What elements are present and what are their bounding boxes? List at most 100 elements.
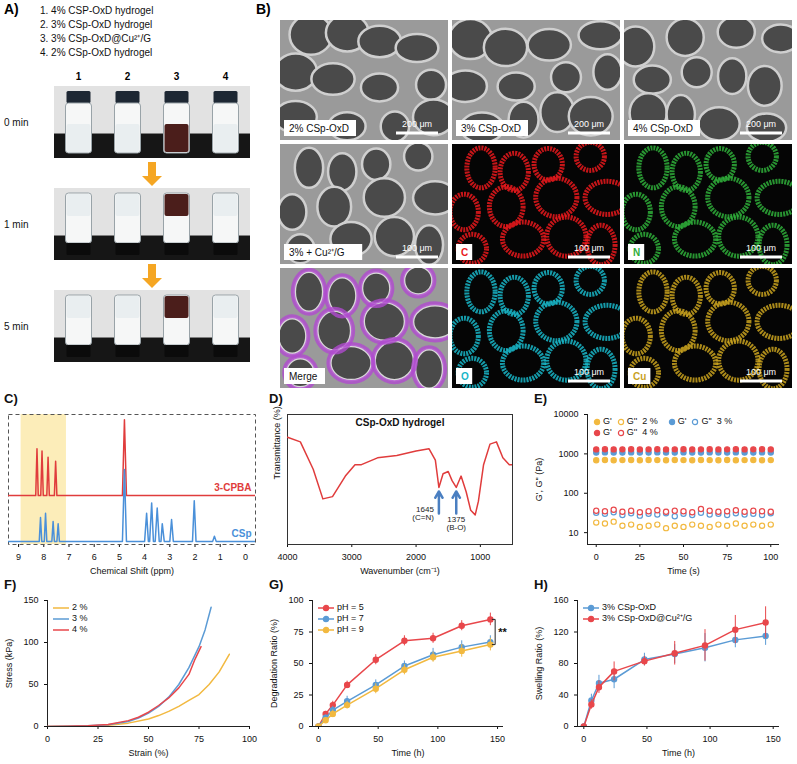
svg-text:50: 50 (678, 552, 688, 562)
svg-text:100: 100 (242, 734, 257, 744)
svg-text:A): A) (4, 1, 19, 17)
svg-text:3: 3 (174, 71, 180, 82)
svg-text:3% CSp-OxD: 3% CSp-OxD (461, 123, 521, 134)
svg-text:100 μm: 100 μm (574, 367, 604, 377)
html-text:D): D) (269, 391, 283, 406)
svg-text:Stress (kPa): Stress (kPa) (4, 639, 14, 689)
svg-text:25: 25 (635, 552, 645, 562)
svg-text:1: 1 (76, 71, 82, 82)
svg-text:Time (h): Time (h) (662, 748, 695, 758)
svg-text:0: 0 (298, 721, 303, 731)
svg-text:1 min: 1 min (4, 219, 28, 230)
svg-text:0: 0 (45, 734, 50, 744)
svg-text:50: 50 (143, 734, 153, 744)
svg-text:Swelling Ratio (%): Swelling Ratio (%) (534, 627, 544, 701)
svg-text:4: 4 (142, 552, 147, 562)
svg-text:3. 3% CSp-OxD@Cu²⁺/G: 3. 3% CSp-OxD@Cu²⁺/G (40, 33, 151, 44)
svg-text:50: 50 (642, 734, 652, 744)
svg-text:4% CSp-OxD: 4% CSp-OxD (633, 123, 693, 134)
svg-text:100: 100 (703, 734, 718, 744)
svg-text:8: 8 (41, 552, 46, 562)
svg-text:100 μm: 100 μm (746, 243, 776, 253)
svg-text:50: 50 (28, 679, 38, 689)
svg-text:100 μm: 100 μm (402, 243, 432, 253)
svg-text:3: 3 (167, 552, 172, 562)
svg-text:CSp: CSp (232, 528, 252, 539)
svg-text:Time (s): Time (s) (667, 566, 700, 576)
svg-text:6: 6 (92, 552, 97, 562)
svg-text:100: 100 (763, 552, 778, 562)
svg-text:75: 75 (293, 627, 303, 637)
svg-text:1000: 1000 (558, 449, 578, 459)
svg-text:120: 120 (553, 627, 568, 637)
svg-text:3-CPBA: 3-CPBA (214, 482, 251, 493)
svg-text:CSp-OxD hydrogel: CSp-OxD hydrogel (356, 417, 445, 428)
svg-text:2% CSp-OxD: 2% CSp-OxD (289, 123, 349, 134)
svg-text:0 min: 0 min (4, 117, 28, 128)
svg-text:2000: 2000 (406, 552, 426, 562)
svg-text:1: 1 (218, 552, 223, 562)
svg-text:0: 0 (243, 552, 248, 562)
svg-text:G', G'' (Pa): G', G'' (Pa) (534, 458, 544, 502)
svg-text:40: 40 (558, 690, 568, 700)
html-text:G): G) (269, 577, 284, 592)
svg-text:150: 150 (23, 595, 38, 605)
svg-text:75: 75 (194, 734, 204, 744)
svg-text:100 μm: 100 μm (746, 367, 776, 377)
svg-text:3000: 3000 (342, 552, 362, 562)
svg-text:0: 0 (581, 734, 586, 744)
svg-text:Degradation Ratio (%): Degradation Ratio (%) (269, 619, 279, 708)
svg-text:5 min: 5 min (4, 321, 28, 332)
svg-text:100: 100 (23, 637, 38, 647)
svg-text:100 μm: 100 μm (574, 243, 604, 253)
svg-text:4000: 4000 (277, 552, 297, 562)
svg-text:4: 4 (223, 71, 229, 82)
svg-text:2: 2 (193, 552, 198, 562)
svg-text:50: 50 (373, 734, 383, 744)
html-text:C): C) (4, 391, 18, 406)
svg-text:100: 100 (563, 488, 578, 498)
svg-text:25: 25 (293, 690, 303, 700)
svg-text:Merge: Merge (289, 371, 318, 382)
svg-text:25: 25 (93, 734, 103, 744)
svg-text:N: N (633, 247, 640, 258)
svg-text:O: O (461, 371, 469, 382)
svg-text:160: 160 (553, 595, 568, 605)
svg-text:50: 50 (293, 658, 303, 668)
svg-text:Time (h): Time (h) (391, 748, 424, 758)
svg-text:9: 9 (16, 552, 21, 562)
svg-text:Transmittance (%): Transmittance (%) (272, 406, 282, 479)
svg-text:Wavenumber (cm⁻¹): Wavenumber (cm⁻¹) (360, 566, 440, 576)
svg-text:Strain (%): Strain (%) (128, 748, 168, 758)
svg-text:1375(B-O): 1375(B-O) (446, 515, 466, 532)
svg-text:2. 3% CSp-OxD hydrogel: 2. 3% CSp-OxD hydrogel (40, 19, 152, 30)
svg-text:10000: 10000 (553, 409, 578, 419)
svg-text:10: 10 (568, 528, 578, 538)
svg-text:80: 80 (558, 658, 568, 668)
svg-text:200 μm: 200 μm (402, 119, 432, 129)
svg-text:4. 2% CSp-OxD hydrogel: 4. 2% CSp-OxD hydrogel (40, 47, 152, 58)
svg-text:1. 4% CSP-OxD hydrogel: 1. 4% CSP-OxD hydrogel (40, 5, 153, 16)
svg-text:Chemical Shift (ppm): Chemical Shift (ppm) (90, 566, 174, 576)
svg-text:C: C (461, 247, 468, 258)
svg-text:75: 75 (722, 552, 732, 562)
svg-text:1000: 1000 (470, 552, 490, 562)
svg-text:200 μm: 200 μm (574, 119, 604, 129)
svg-text:100: 100 (288, 595, 303, 605)
svg-text:3% + Cu²⁺/G: 3% + Cu²⁺/G (289, 247, 345, 258)
svg-text:0: 0 (594, 552, 599, 562)
svg-text:B): B) (256, 1, 271, 17)
svg-text:0: 0 (33, 721, 38, 731)
svg-text:Cu: Cu (633, 371, 646, 382)
svg-text:100: 100 (430, 734, 445, 744)
svg-text:150: 150 (766, 734, 781, 744)
svg-text:2: 2 (125, 71, 131, 82)
svg-text:200 μm: 200 μm (746, 119, 776, 129)
svg-text:0: 0 (563, 721, 568, 731)
svg-text:1645(C=N): 1645(C=N) (412, 505, 434, 522)
svg-text:0: 0 (316, 734, 321, 744)
svg-text:**: ** (498, 626, 507, 638)
svg-text:150: 150 (490, 734, 505, 744)
svg-text:7: 7 (66, 552, 71, 562)
svg-text:5: 5 (117, 552, 122, 562)
